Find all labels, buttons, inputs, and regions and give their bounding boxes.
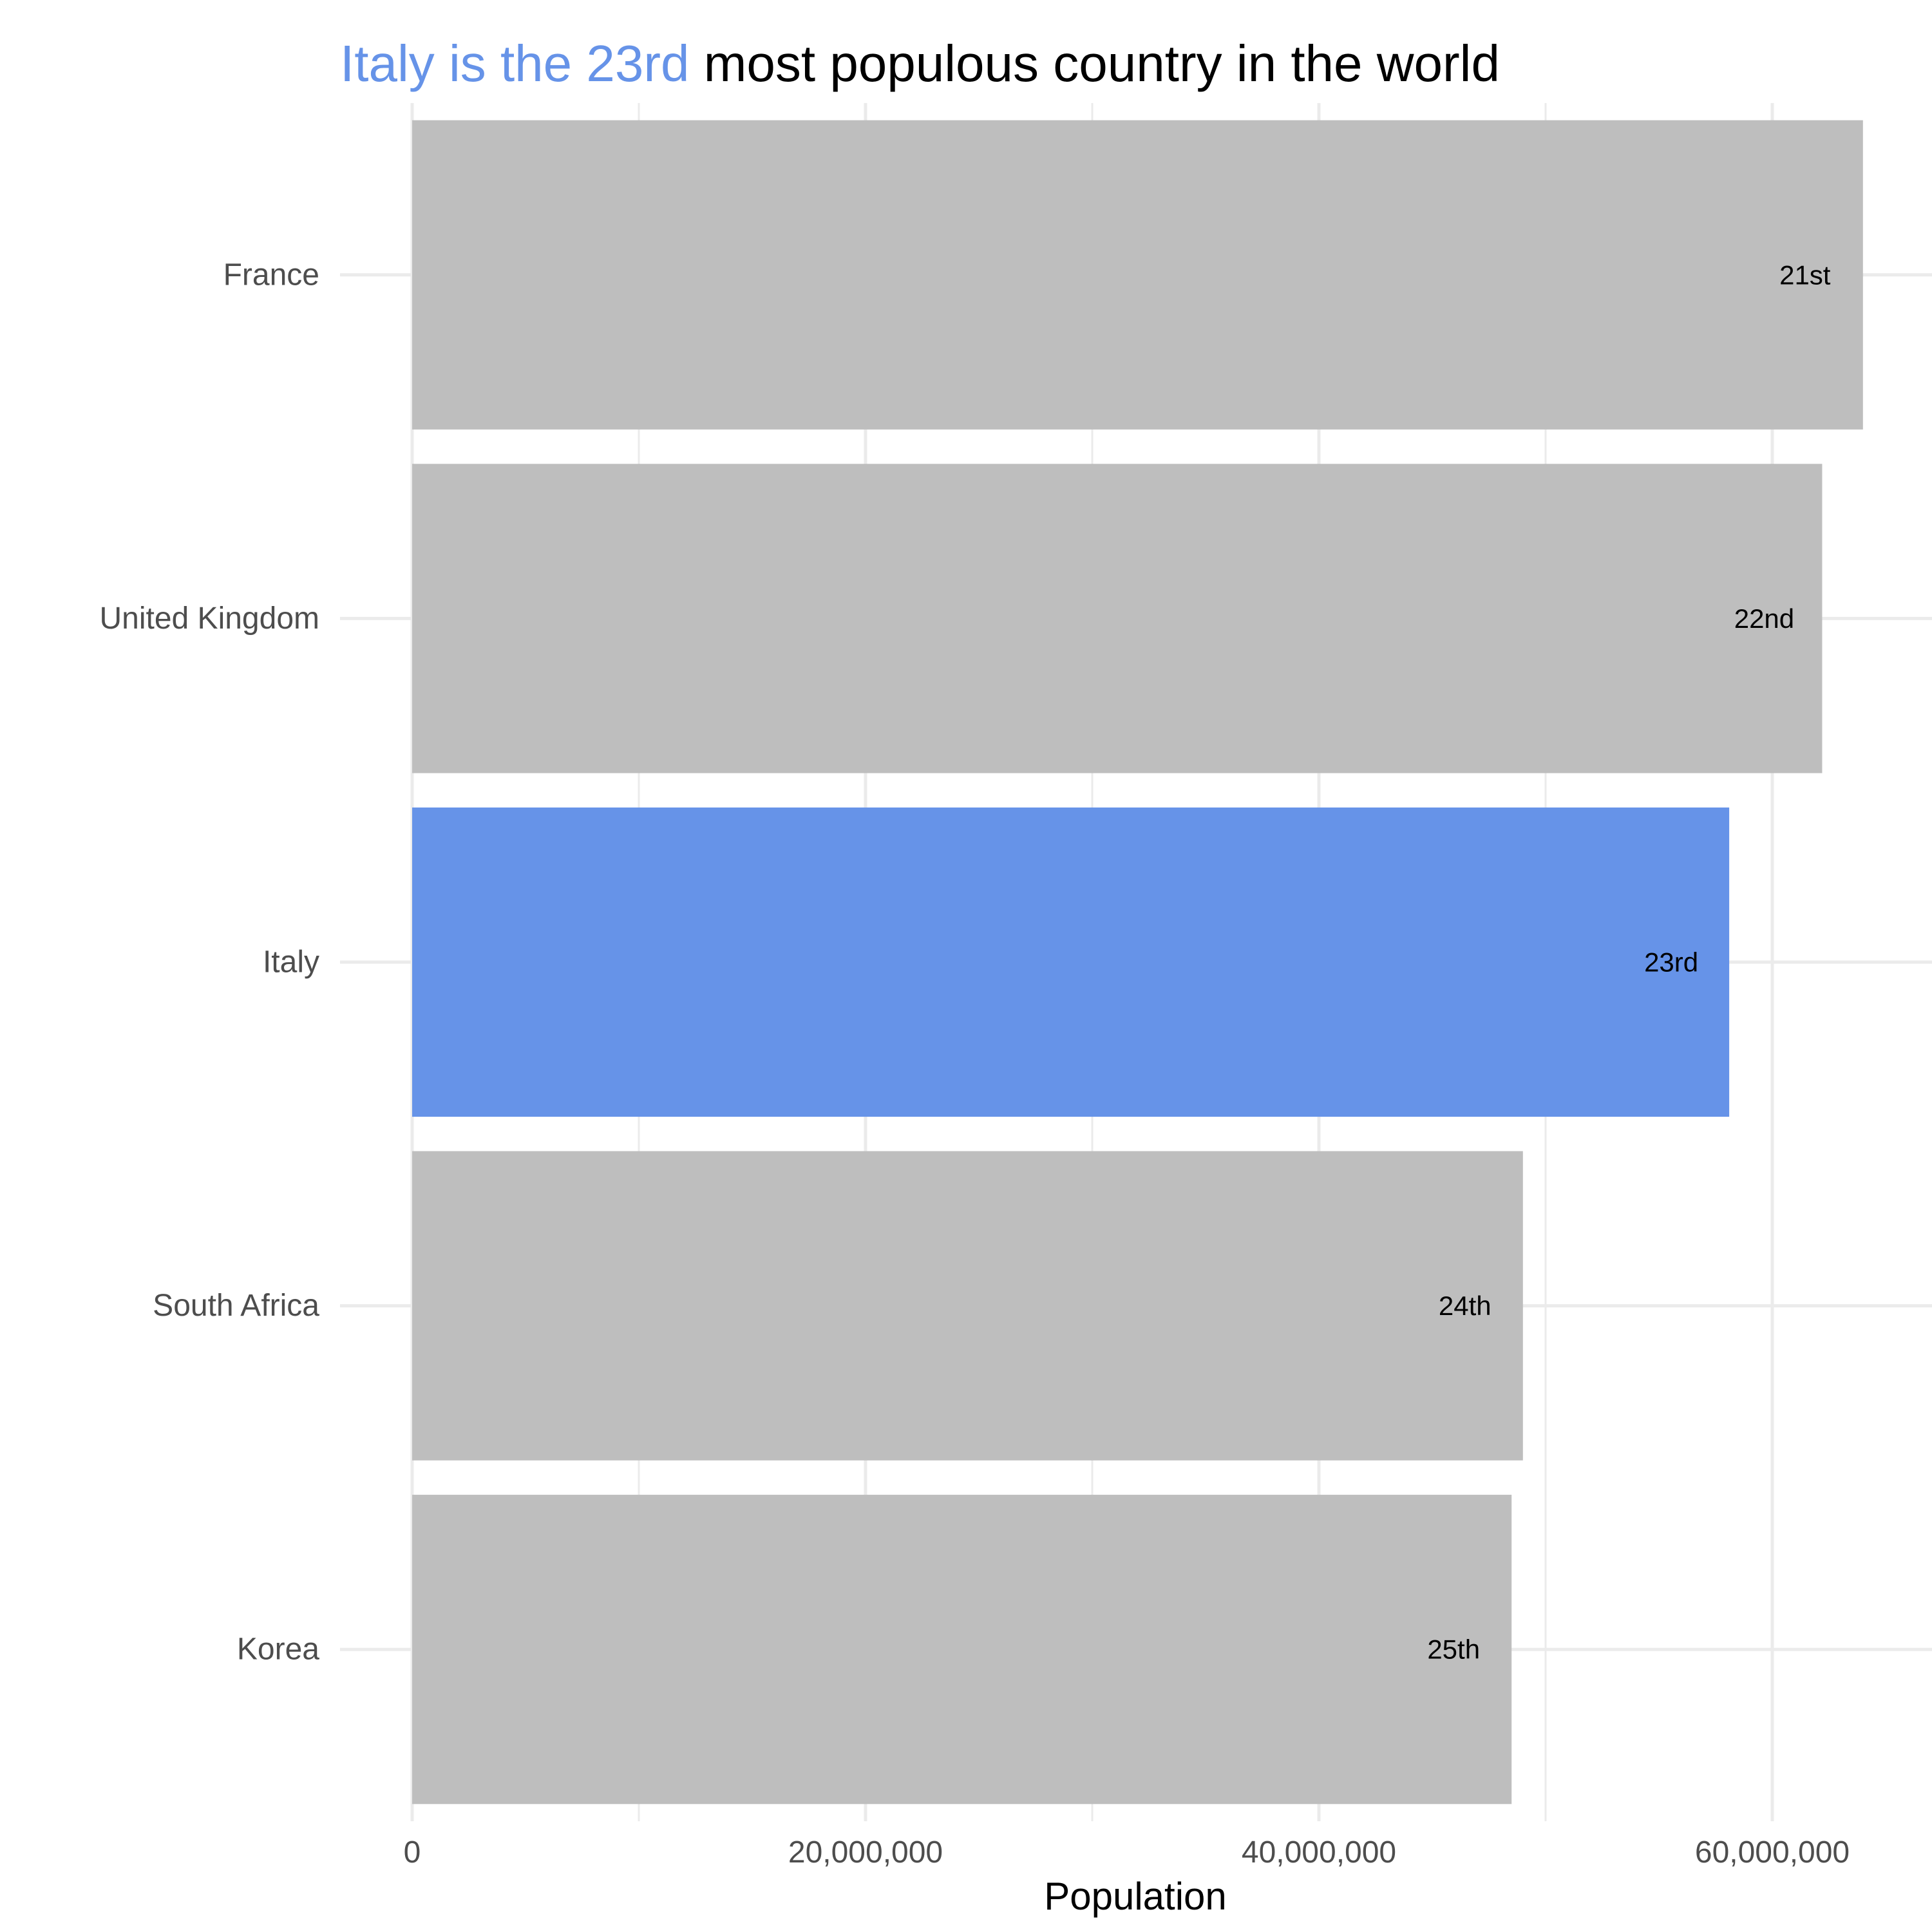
x-axis-title: Population: [1044, 1875, 1227, 1918]
bar-rank-label: 22nd: [1734, 603, 1794, 634]
chart-title: Italy is the 23rd most populous country …: [340, 35, 1500, 92]
x-tick-label: 0: [404, 1835, 421, 1870]
bar-korea: [412, 1495, 1512, 1804]
bar-united-kingdom: [412, 464, 1823, 773]
bar-rank-label: 21st: [1779, 260, 1831, 290]
category-label: United Kingdom: [99, 601, 319, 636]
category-label: Italy: [263, 945, 319, 980]
bar-labels: 21st 22nd 23rd 24th 25th: [1427, 260, 1830, 1664]
category-label: France: [223, 258, 319, 292]
category-axis: France United Kingdom Italy South Africa Kor…: [99, 258, 319, 1666]
category-label: Korea: [237, 1633, 319, 1667]
bar-italy: [412, 807, 1730, 1117]
bar-france: [412, 120, 1863, 430]
chart-title-highlight: Italy is the 23rd: [340, 35, 690, 92]
bar-rank-label: 25th: [1427, 1634, 1480, 1665]
x-tick-label: 60,000,000: [1695, 1835, 1850, 1870]
x-tick-label: 40,000,000: [1242, 1835, 1396, 1870]
bar-rank-label: 24th: [1439, 1291, 1492, 1321]
bar-rank-label: 23rd: [1644, 947, 1698, 978]
value-axis: 0 20,000,000 40,000,000 60,000,000: [404, 1835, 1850, 1870]
bar-south-africa: [412, 1151, 1523, 1461]
category-label: South Africa: [153, 1289, 319, 1323]
chart-title-rest: most populous country in the world: [690, 35, 1500, 92]
bars: [412, 120, 1863, 1804]
x-tick-label: 20,000,000: [788, 1835, 943, 1870]
